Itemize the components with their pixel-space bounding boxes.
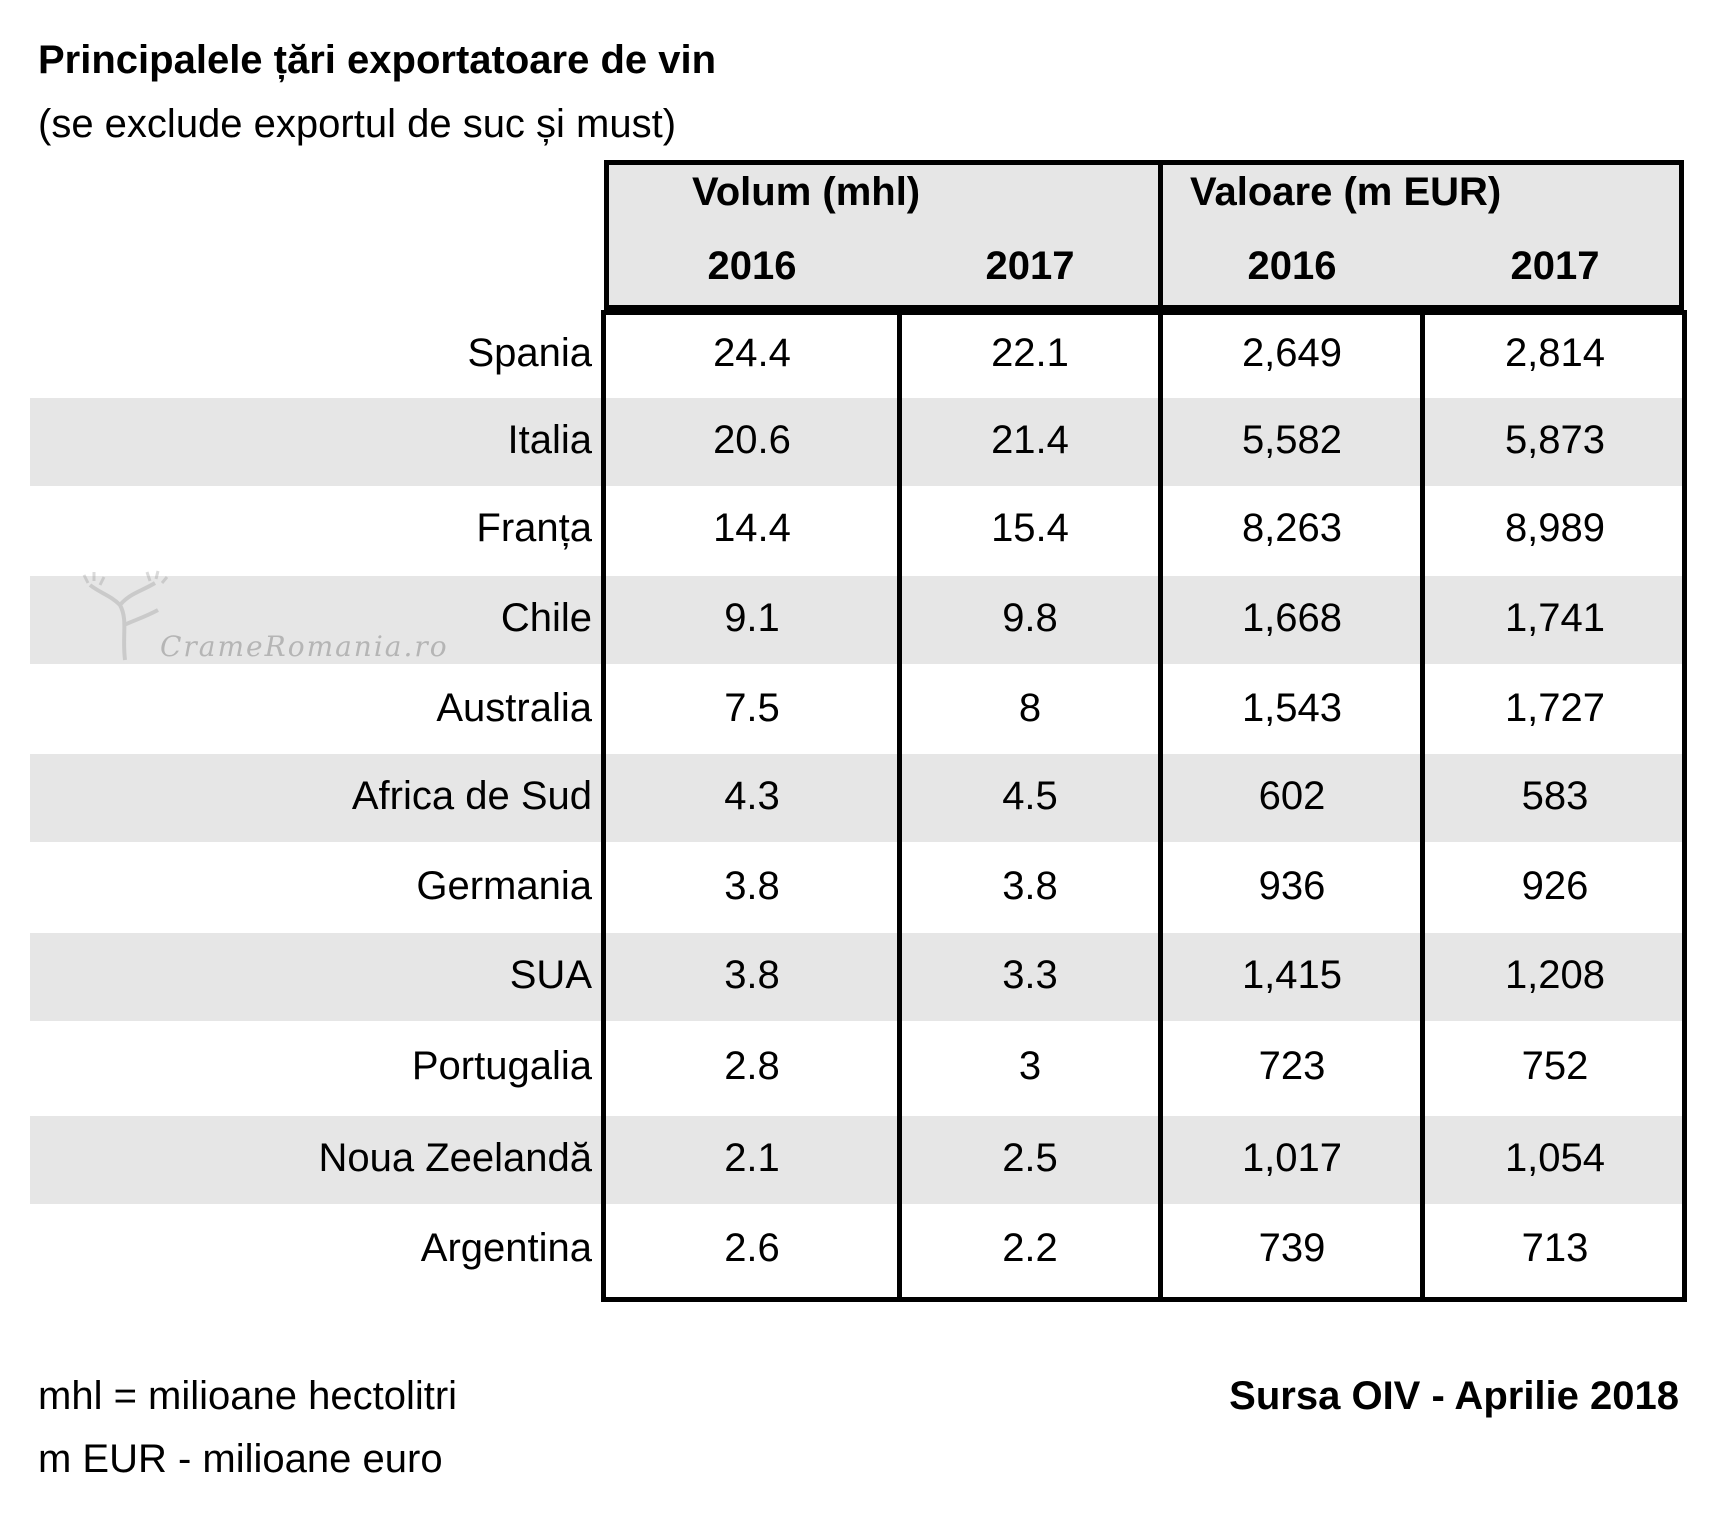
source-note: Sursa OIV - Aprilie 2018 <box>1229 1374 1679 1418</box>
row-label: Australia <box>436 686 592 730</box>
row-label: Spania <box>467 331 592 375</box>
table-cell-vol-2016: 14.4 <box>713 506 791 550</box>
table-cell-val-2016: 1,668 <box>1241 596 1343 640</box>
table-cell-val-2016: 1,415 <box>1241 953 1343 997</box>
table-cell-vol-2017: 3 <box>1018 1044 1042 1088</box>
year-header-val-2017: 2017 <box>1510 244 1600 288</box>
table-cell-vol-2016: 24.4 <box>713 331 791 375</box>
row-band <box>30 754 1684 842</box>
row-band <box>30 1116 1684 1204</box>
year-header-val-2016: 2016 <box>1247 244 1337 288</box>
table-cell-vol-2017: 3.8 <box>1002 864 1058 908</box>
table-cell-val-2017: 1,208 <box>1504 953 1606 997</box>
row-label: SUA <box>509 953 592 997</box>
table-cell-val-2017: 583 <box>1521 774 1589 818</box>
table-cell-vol-2017: 21.4 <box>991 418 1069 462</box>
year-header-vol-2017: 2017 <box>985 244 1075 288</box>
table-cell-val-2016: 723 <box>1258 1044 1326 1088</box>
table-cell-val-2016: 602 <box>1258 774 1326 818</box>
row-label: Germania <box>416 864 592 908</box>
table-cell-vol-2017: 2.2 <box>1002 1226 1058 1270</box>
table-cell-val-2017: 1,741 <box>1504 596 1606 640</box>
table-body-border <box>601 310 1687 1302</box>
watermark: CrameRomania.ro <box>160 630 449 663</box>
row-label: Portugalia <box>411 1044 592 1088</box>
table-cell-vol-2016: 20.6 <box>713 418 791 462</box>
table-cell-vol-2017: 22.1 <box>991 331 1069 375</box>
table-cell-vol-2017: 8 <box>1018 686 1042 730</box>
table-title: Principalele țări exportatoare de vin <box>38 38 717 82</box>
table-cell-val-2016: 936 <box>1258 864 1326 908</box>
row-label: Italia <box>507 418 593 462</box>
footnote-meur: m EUR - milioane euro <box>38 1437 443 1481</box>
year-header-vol-2016: 2016 <box>707 244 797 288</box>
table-cell-vol-2017: 15.4 <box>991 506 1069 550</box>
row-label: Africa de Sud <box>351 774 592 818</box>
table-cell-vol-2016: 4.3 <box>724 774 780 818</box>
table-cell-vol-2016: 2.6 <box>724 1226 780 1270</box>
row-label: Chile <box>500 596 592 640</box>
table-cell-vol-2016: 9.1 <box>724 596 780 640</box>
table-cell-vol-2017: 9.8 <box>1002 596 1058 640</box>
table-cell-val-2016: 2,649 <box>1241 331 1343 375</box>
table-cell-val-2016: 739 <box>1258 1226 1326 1270</box>
table-cell-vol-2016: 2.8 <box>724 1044 780 1088</box>
table-cell-vol-2017: 3.3 <box>1002 953 1058 997</box>
footnote-mhl: mhl = milioane hectolitri <box>38 1374 458 1418</box>
table-cell-val-2017: 713 <box>1521 1226 1589 1270</box>
table-cell-val-2016: 1,017 <box>1241 1136 1343 1180</box>
table-cell-val-2016: 8,263 <box>1241 506 1343 550</box>
column-divider <box>1158 310 1163 1302</box>
table-cell-val-2017: 5,873 <box>1504 418 1606 462</box>
table-cell-vol-2016: 3.8 <box>724 864 780 908</box>
table-cell-val-2016: 1,543 <box>1241 686 1343 730</box>
header-divider <box>1158 160 1163 310</box>
table-cell-vol-2016: 7.5 <box>724 686 780 730</box>
table-cell-val-2017: 2,814 <box>1504 331 1606 375</box>
row-label: Franța <box>476 506 592 550</box>
column-divider <box>1420 310 1425 1302</box>
vine-logo-icon <box>80 565 170 670</box>
table-cell-val-2016: 5,582 <box>1241 418 1343 462</box>
row-band <box>30 398 1684 486</box>
table-cell-val-2017: 8,989 <box>1504 506 1606 550</box>
row-label: Argentina <box>420 1226 592 1270</box>
table-cell-val-2017: 926 <box>1521 864 1589 908</box>
table-cell-val-2017: 1,054 <box>1504 1136 1606 1180</box>
table-cell-vol-2016: 3.8 <box>724 953 780 997</box>
group-header-value: Valoare (m EUR) <box>1190 170 1502 214</box>
table-cell-val-2017: 752 <box>1521 1044 1589 1088</box>
row-band <box>30 933 1684 1021</box>
table-cell-vol-2017: 4.5 <box>1002 774 1058 818</box>
table-cell-val-2017: 1,727 <box>1504 686 1606 730</box>
row-band <box>30 576 1684 664</box>
column-divider <box>897 310 902 1302</box>
row-label: Noua Zeelandă <box>318 1136 592 1180</box>
table-header <box>604 160 1684 310</box>
group-header-volume: Volum (mhl) <box>692 170 921 214</box>
table-cell-vol-2017: 2.5 <box>1002 1136 1058 1180</box>
table-cell-vol-2016: 2.1 <box>724 1136 780 1180</box>
table-subtitle: (se exclude exportul de suc și must) <box>38 102 677 146</box>
